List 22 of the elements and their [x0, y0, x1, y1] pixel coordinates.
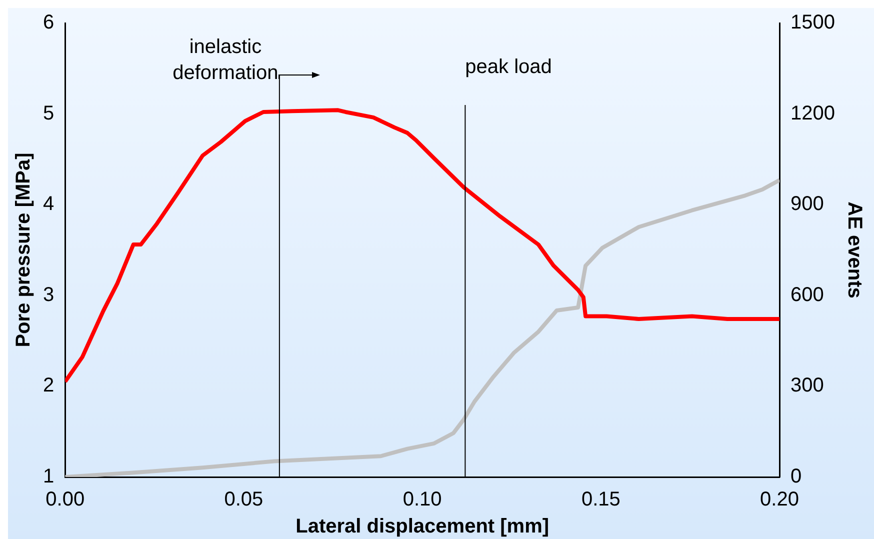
x-tick-label: 0.00 [46, 488, 85, 511]
y-tick-label: 2 [43, 374, 54, 397]
x-tick-label: 0.15 [581, 488, 620, 511]
ref-line-label: inelastic deformation [172, 36, 278, 84]
y2-tick-label: 600 [790, 284, 824, 306]
y-tick-label: 3 [43, 284, 54, 306]
y-tick-label: 5 [43, 102, 54, 124]
y2-tick-label: 300 [790, 374, 824, 397]
y2-tick-label: 1200 [790, 102, 836, 124]
ref-line-label: peak load [465, 56, 552, 78]
x-tick-label: 0.10 [402, 488, 442, 511]
y2-axis-title: AE events [843, 202, 866, 298]
y2-tick-label: 900 [790, 193, 824, 216]
x-axis-title: Lateral displacement [mm] [296, 516, 550, 538]
y2-tick-label: 1500 [790, 12, 836, 34]
x-tick-label: 0.05 [224, 488, 264, 511]
y2-tick-label: 0 [790, 466, 802, 488]
x-tick-label: 0.20 [760, 488, 799, 511]
y-axis-title: Pore pressure [MPa] [12, 152, 35, 348]
y-tick-label: 6 [43, 12, 54, 34]
y-tick-label: 4 [43, 193, 54, 216]
y-tick-label: 1 [43, 466, 54, 488]
